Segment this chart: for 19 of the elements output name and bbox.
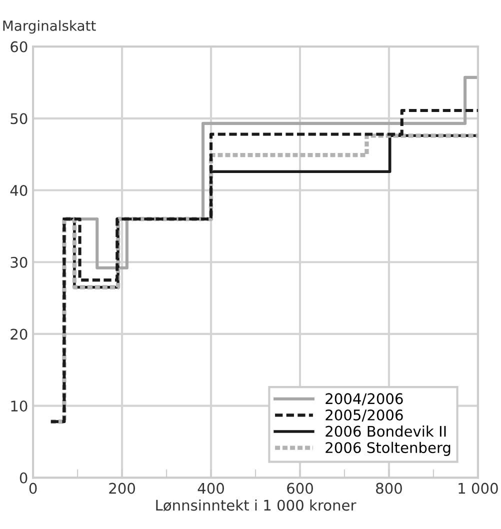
x-tick-label: 800 bbox=[376, 482, 402, 494]
y-tick-label: 40 bbox=[10, 184, 28, 196]
y-tick-label: 10 bbox=[11, 400, 28, 412]
y-tick-label: 0 bbox=[20, 472, 28, 484]
y-tick-label: 50 bbox=[10, 113, 28, 124]
y-tick-label: 30 bbox=[10, 256, 28, 268]
x-tick-label: 200 bbox=[109, 482, 135, 494]
legend-label: 2005/2006 bbox=[326, 409, 403, 422]
y-tick-label: 20 bbox=[10, 328, 28, 340]
y-axis-title: Marginalskatt bbox=[3, 20, 96, 34]
legend-label: 2004/2006 bbox=[326, 393, 403, 406]
y-tick-label: 60 bbox=[10, 41, 28, 52]
x-tick-label: 0 bbox=[29, 482, 37, 494]
x-tick-label: 600 bbox=[287, 482, 313, 494]
legend-label: 2006 Bondevik II bbox=[326, 426, 446, 437]
x-axis-title: Lønnsinntekt i 1 000 kroner bbox=[156, 499, 356, 512]
x-tick-label: 400 bbox=[198, 482, 224, 494]
legend-label: 2006 Stoltenberg bbox=[326, 442, 450, 456]
x-tick-label: 1 000 bbox=[458, 482, 498, 494]
